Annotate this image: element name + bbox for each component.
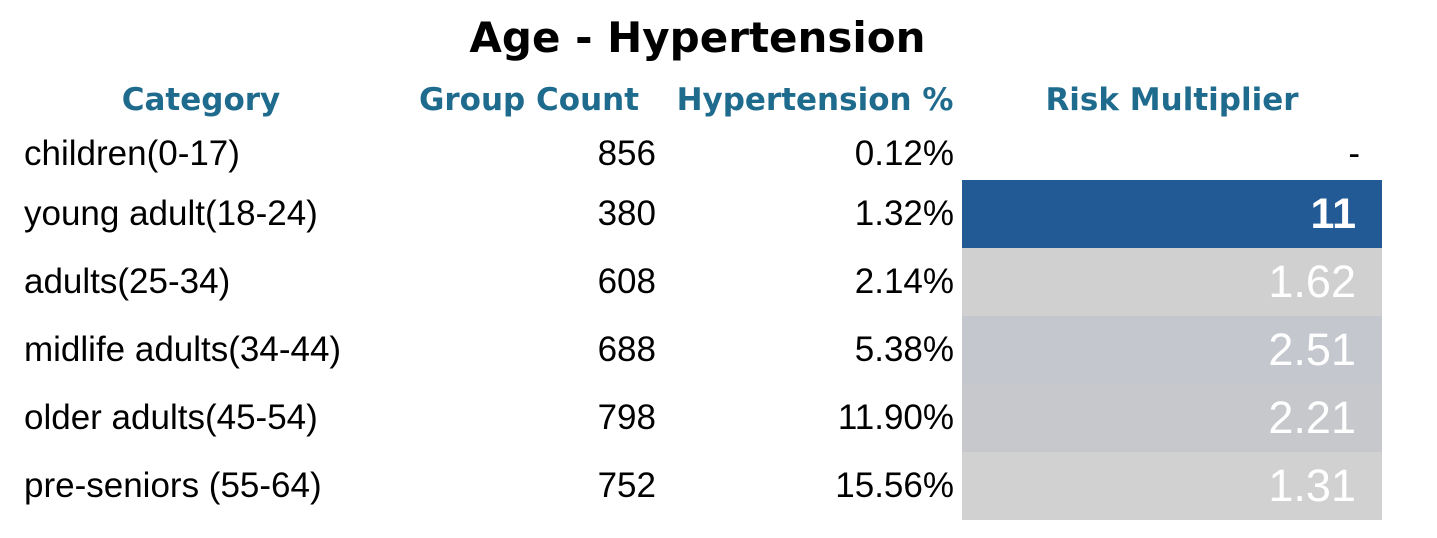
category-cell: young adult(18-24): [24, 194, 318, 233]
group-count-cell: 752: [597, 466, 656, 505]
header-risk-multiplier: Risk Multiplier: [1045, 82, 1299, 118]
hypertension-pct-cell: 1.32%: [854, 194, 954, 233]
table-row: older adults(45-54) 798 11.90% 2.21: [0, 384, 1437, 452]
header-hypertension-pct: Hypertension %: [676, 82, 954, 118]
risk-multiplier-cell: -: [962, 120, 1382, 188]
group-count-cell: 380: [597, 194, 656, 233]
hypertension-pct-cell: 2.14%: [854, 262, 954, 301]
table-row: young adult(18-24) 380 1.32% 11: [0, 180, 1437, 248]
table-row: midlife adults(34-44) 688 5.38% 2.51: [0, 316, 1437, 384]
group-count-cell: 856: [597, 134, 656, 173]
header-group-count: Group Count: [418, 82, 640, 118]
hypertension-pct-cell: 11.90%: [837, 398, 954, 437]
table-row: children(0-17) 856 0.12% -: [0, 120, 1437, 188]
hypertension-pct-cell: 15.56%: [835, 466, 954, 505]
category-cell: children(0-17): [24, 134, 240, 173]
group-count-cell: 688: [597, 330, 656, 369]
risk-multiplier-cell: 2.51: [962, 316, 1382, 384]
table-row: adults(25-34) 608 2.14% 1.62: [0, 248, 1437, 316]
group-count-cell: 608: [597, 262, 656, 301]
category-cell: pre-seniors (55-64): [24, 466, 322, 505]
table-title: Age - Hypertension: [469, 13, 926, 62]
category-cell: midlife adults(34-44): [24, 330, 342, 369]
hypertension-pct-cell: 0.12%: [854, 134, 954, 173]
group-count-cell: 798: [597, 398, 656, 437]
risk-multiplier-cell: 1.31: [962, 452, 1382, 520]
category-cell: older adults(45-54): [24, 398, 318, 437]
risk-multiplier-cell: 2.21: [962, 384, 1382, 452]
hypertension-pct-cell: 5.38%: [854, 330, 954, 369]
table-row: pre-seniors (55-64) 752 15.56% 1.31: [0, 452, 1437, 520]
risk-multiplier-cell: 11: [962, 180, 1382, 248]
header-category: Category: [121, 82, 281, 118]
risk-multiplier-cell: 1.62: [962, 248, 1382, 316]
category-cell: adults(25-34): [24, 262, 231, 301]
